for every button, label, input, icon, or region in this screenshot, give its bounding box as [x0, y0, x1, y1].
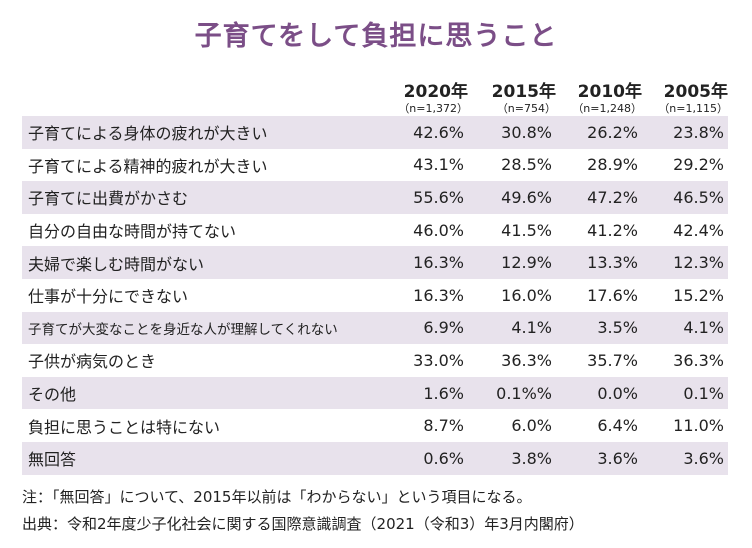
row-label: 夫婦で楽しむ時間がない: [28, 254, 205, 274]
value-cell: 12.3%: [673, 253, 724, 273]
value-cell: 35.7%: [587, 350, 638, 370]
row-label: 子育てが大変なことを身近な人が理解してくれない: [28, 321, 338, 338]
column-header-2015: 2015年 （n=754）: [468, 70, 556, 116]
table-body: 子育てによる身体の疲れが大きい 42.6% 30.8% 26.2% 23.8% 子育てによ…: [22, 116, 728, 475]
row-label: 自分の自由な時間が持てない: [28, 222, 237, 242]
value-cell: 4.1%: [511, 318, 552, 338]
value-cell: 47.2%: [587, 187, 638, 207]
column-sample-size: （n=1,248）: [572, 102, 642, 115]
value-cell: 16.3%: [413, 285, 464, 305]
value-cell: 46.5%: [673, 187, 724, 207]
row-label: 子育てによる精神的疲れが大きい: [28, 156, 268, 176]
row-label: 無回答: [28, 450, 77, 470]
value-cell: 11.0%: [673, 416, 724, 436]
value-cell: 0.1%%: [496, 383, 552, 403]
value-cell: 6.9%: [423, 318, 464, 338]
value-cell: 55.6%: [413, 187, 464, 207]
row-label: 子供が病気のとき: [28, 352, 157, 372]
value-cell: 41.5%: [501, 220, 552, 240]
table-row: 無回答 0.6% 3.8% 3.6% 3.6%: [22, 441, 728, 475]
row-label: その他: [28, 385, 77, 405]
value-cell: 3.6%: [683, 448, 724, 468]
column-header-2010: 2010年 （n=1,248）: [556, 70, 642, 116]
value-cell: 23.8%: [673, 122, 724, 142]
value-cell: 42.6%: [413, 122, 464, 142]
row-label: 負担に思うことは特にない: [28, 417, 221, 437]
column-header-2020: 2020年 （n=1,372）: [382, 70, 468, 116]
value-cell: 3.6%: [597, 448, 638, 468]
table-row: 仕事が十分にできない 16.3% 16.0% 17.6% 15.2%: [22, 278, 728, 312]
value-cell: 8.7%: [423, 416, 464, 436]
value-cell: 16.0%: [501, 285, 552, 305]
value-cell: 4.1%: [683, 318, 724, 338]
table-row: 負担に思うことは特にない 8.7% 6.0% 6.4% 11.0%: [22, 409, 728, 442]
value-cell: 42.4%: [673, 220, 724, 240]
value-cell: 15.2%: [673, 285, 724, 305]
value-cell: 6.4%: [597, 416, 638, 436]
table-row: 夫婦で楽しむ時間がない 16.3% 12.9% 13.3% 12.3%: [22, 246, 728, 279]
table-row: その他 1.6% 0.1%% 0.0% 0.1%: [22, 376, 728, 410]
value-cell: 0.6%: [423, 448, 464, 468]
value-cell: 0.1%: [683, 383, 724, 403]
table-row: 子育てによる精神的疲れが大きい 43.1% 28.5% 28.9% 29.2%: [22, 148, 728, 182]
value-cell: 12.9%: [501, 253, 552, 273]
table-row: 子育てが大変なことを身近な人が理解してくれない 6.9% 4.1% 3.5% 4.1%: [22, 311, 728, 345]
header-row: 2020年 （n=1,372） 2015年 （n=754） 2010年 （n=1…: [22, 70, 728, 116]
column-year: 2010年: [577, 82, 642, 102]
column-sample-size: （n=754）: [496, 102, 556, 115]
value-cell: 36.3%: [501, 350, 552, 370]
value-cell: 16.3%: [413, 253, 464, 273]
value-cell: 33.0%: [413, 350, 464, 370]
value-cell: 30.8%: [501, 122, 552, 142]
table-row: 自分の自由な時間が持てない 46.0% 41.5% 41.2% 42.4%: [22, 213, 728, 247]
table-row: 子育てに出費がかさむ 55.6% 49.6% 47.2% 46.5%: [22, 181, 728, 214]
column-header-2005: 2005年 （n=1,115）: [642, 70, 728, 116]
value-cell: 49.6%: [501, 187, 552, 207]
column-year: 2015年: [491, 82, 556, 102]
value-cell: 6.0%: [511, 416, 552, 436]
row-label: 子育てによる身体の疲れが大きい: [28, 124, 268, 144]
column-year: 2005年: [663, 82, 728, 102]
chart-title: 子育てをして負担に思うこと: [194, 21, 558, 52]
row-label: 子育てに出費がかさむ: [28, 189, 189, 209]
header-label-cell: [22, 70, 382, 116]
column-year: 2020年: [403, 82, 468, 102]
value-cell: 17.6%: [587, 285, 638, 305]
value-cell: 3.5%: [597, 318, 638, 338]
value-cell: 28.9%: [587, 155, 638, 175]
source-note: 出典：令和2年度少子化社会に関する国際意識調査（2021（令和3）年3月内閣府）: [22, 515, 584, 533]
value-cell: 41.2%: [587, 220, 638, 240]
table-row: 子供が病気のとき 33.0% 36.3% 35.7% 36.3%: [22, 344, 728, 377]
data-table: 2020年 （n=1,372） 2015年 （n=754） 2010年 （n=1…: [22, 70, 728, 475]
value-cell: 1.6%: [423, 383, 464, 403]
value-cell: 46.0%: [413, 220, 464, 240]
footnote: 注：「無回答」について、2015年以前は「わからない」という項目になる。: [22, 488, 532, 506]
value-cell: 26.2%: [587, 122, 638, 142]
value-cell: 13.3%: [587, 253, 638, 273]
value-cell: 28.5%: [501, 155, 552, 175]
table-row: 子育てによる身体の疲れが大きい 42.6% 30.8% 26.2% 23.8%: [22, 116, 728, 149]
value-cell: 43.1%: [413, 155, 464, 175]
column-sample-size: （n=1,372）: [398, 102, 468, 115]
column-sample-size: （n=1,115）: [658, 102, 728, 115]
notes: 注：「無回答」について、2015年以前は「わからない」という項目になる。 出典：…: [22, 484, 732, 538]
value-cell: 0.0%: [597, 383, 638, 403]
value-cell: 3.8%: [511, 448, 552, 468]
row-label: 仕事が十分にできない: [28, 287, 189, 307]
value-cell: 36.3%: [673, 350, 724, 370]
value-cell: 29.2%: [673, 155, 724, 175]
